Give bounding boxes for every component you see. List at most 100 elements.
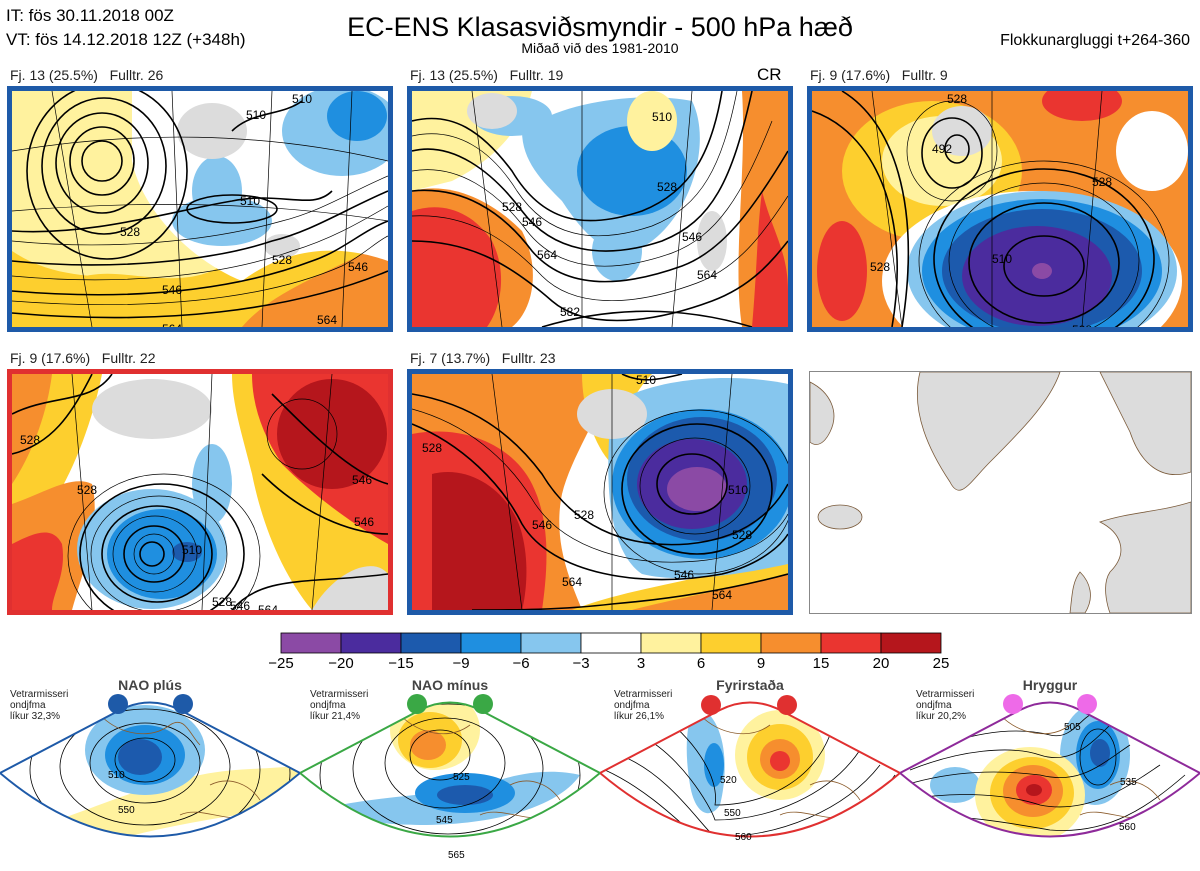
colorbar (280, 632, 946, 659)
colorbar-swatch (880, 632, 942, 654)
regime-3-contour-2: 550 (724, 808, 741, 819)
regime-blocking: Vetrarmisseri ondjfma líkur 26,1% Fyrirs… (600, 675, 900, 871)
colorbar-swatch (340, 632, 402, 654)
regime-3-contour-1: 520 (720, 775, 737, 786)
colorbar-label: −9 (452, 655, 470, 672)
svg-text:546: 546 (352, 473, 372, 487)
regime-4-contour-1: 505 (1064, 722, 1081, 733)
svg-text:510: 510 (292, 92, 312, 106)
svg-text:564: 564 (712, 588, 732, 602)
regime-4-contour-2: 535 (1120, 777, 1137, 788)
svg-text:510: 510 (652, 110, 672, 124)
colorbar-swatch (820, 632, 882, 654)
svg-text:528: 528 (272, 253, 292, 267)
colorbar-label: −6 (512, 655, 530, 672)
regime-3-contour-3: 560 (735, 832, 752, 843)
svg-text:528: 528 (212, 595, 232, 609)
page-subtitle: Miðað við des 1981-2010 (521, 40, 679, 56)
svg-text:510: 510 (246, 108, 266, 122)
svg-text:546: 546 (522, 215, 542, 229)
svg-text:582: 582 (560, 305, 580, 319)
colorbar-swatch (580, 632, 642, 654)
svg-text:564: 564 (562, 575, 582, 589)
svg-text:546: 546 (348, 260, 368, 274)
panel-2-cr-marker: CR (757, 65, 782, 84)
colorbar-label: −3 (572, 655, 590, 672)
regime-1-name: NAO plús (118, 677, 182, 693)
regime-2-contour-2: 545 (436, 815, 453, 826)
svg-text:528: 528 (77, 483, 97, 497)
colorbar-label: −15 (388, 655, 414, 672)
svg-text:546: 546 (230, 599, 250, 610)
svg-text:510: 510 (728, 483, 748, 497)
regime-nao-plus: Vetrarmisseri ondjfma líkur 32,3% NAO pl… (0, 675, 300, 871)
svg-text:546: 546 (354, 515, 374, 529)
colorbar-label: 3 (636, 655, 646, 672)
svg-text:528: 528 (870, 260, 890, 274)
regime-1-contour-2: 550 (118, 805, 135, 816)
regime-3-info: Vetrarmisseri ondjfma líkur 26,1% (614, 689, 673, 722)
svg-text:528: 528 (574, 508, 594, 522)
svg-text:528: 528 (20, 433, 40, 447)
regime-2-contour-3: 565 (448, 850, 465, 861)
panel-3-label: Fj. 9 (17.6%) Fulltr. 9 (810, 67, 948, 83)
colorbar-label: 25 (932, 655, 950, 672)
svg-text:546: 546 (674, 568, 694, 582)
colorbar-swatch (640, 632, 702, 654)
svg-text:546: 546 (162, 283, 182, 297)
svg-text:528: 528 (732, 528, 752, 542)
svg-text:564: 564 (258, 603, 278, 610)
regime-4-contour-3: 560 (1119, 822, 1136, 833)
regime-2-contour-1: 525 (453, 772, 470, 783)
colorbar-swatch (280, 632, 342, 654)
svg-text:546: 546 (682, 230, 702, 244)
svg-text:528: 528 (422, 441, 442, 455)
regime-4-info: Vetrarmisseri ondjfma líkur 20,2% (916, 689, 975, 722)
colorbar-swatch (760, 632, 822, 654)
colorbar-swatch (520, 632, 582, 654)
valid-time: VT: fös 14.12.2018 12Z (+348h) (6, 30, 246, 49)
svg-text:528: 528 (502, 200, 522, 214)
panel-4-label: Fj. 9 (17.6%) Fulltr. 22 (10, 350, 156, 366)
regime-ridge: Vetrarmisseri ondjfma líkur 20,2% Hryggu… (900, 675, 1200, 871)
svg-text:528: 528 (1072, 323, 1092, 327)
colorbar-label: 20 (872, 655, 890, 672)
colorbar-label: 9 (756, 655, 766, 672)
colorbar-label: 15 (812, 655, 830, 672)
initial-time: IT: fös 30.11.2018 00Z (6, 6, 174, 25)
svg-text:564: 564 (317, 313, 337, 327)
regime-nao-minus: Vetrarmisseri ondjfma líkur 21,4% NAO mí… (300, 675, 600, 871)
regime-2-info: Vetrarmisseri ondjfma líkur 21,4% (310, 689, 369, 722)
svg-text:510: 510 (636, 374, 656, 387)
map-panel-5: 510 528 546 528 510 528 546 564 564 (407, 369, 793, 615)
panel-5-label: Fj. 7 (13.7%) Fulltr. 23 (410, 350, 556, 366)
svg-text:510: 510 (240, 194, 260, 208)
svg-text:564: 564 (537, 248, 557, 262)
page-title: EC-ENS Klasasviðsmyndir - 500 hPa hæð (347, 12, 853, 42)
svg-text:510: 510 (992, 252, 1012, 266)
panel-1-label: Fj. 13 (25.5%) Fulltr. 26 (10, 67, 164, 83)
svg-text:564: 564 (162, 322, 182, 327)
colorbar-label: −25 (268, 655, 294, 672)
colorbar-swatch (700, 632, 762, 654)
svg-text:528: 528 (947, 92, 967, 106)
regime-2-name: NAO mínus (411, 677, 489, 693)
colorbar-swatch (460, 632, 522, 654)
regime-3-name: Fyrirstaða (716, 677, 784, 693)
svg-text:510: 510 (182, 543, 202, 557)
map-panel-2: 510 528 528 546 564 546 582 564 (407, 86, 793, 332)
map-panel-3: 492 528 510 528 528 528 (807, 86, 1193, 332)
svg-text:528: 528 (120, 225, 140, 239)
map-panel-empty (809, 371, 1192, 614)
panel-2-label: Fj. 13 (25.5%) Fulltr. 19 (410, 67, 564, 83)
map-panel-4: 528 528 510 546 546 528 546 564 (7, 369, 393, 615)
regime-1-contour-1: 510 (108, 770, 125, 781)
svg-text:546: 546 (532, 518, 552, 532)
colorbar-label: −20 (328, 655, 354, 672)
colorbar-label: 6 (696, 655, 706, 672)
regime-1-info: Vetrarmisseri ondjfma líkur 32,3% (10, 689, 69, 722)
svg-text:528: 528 (1092, 175, 1112, 189)
colorbar-swatch (400, 632, 462, 654)
svg-text:528: 528 (657, 180, 677, 194)
map-panel-1: 510 510 528 546 564 564 546 528 510 (7, 86, 393, 332)
